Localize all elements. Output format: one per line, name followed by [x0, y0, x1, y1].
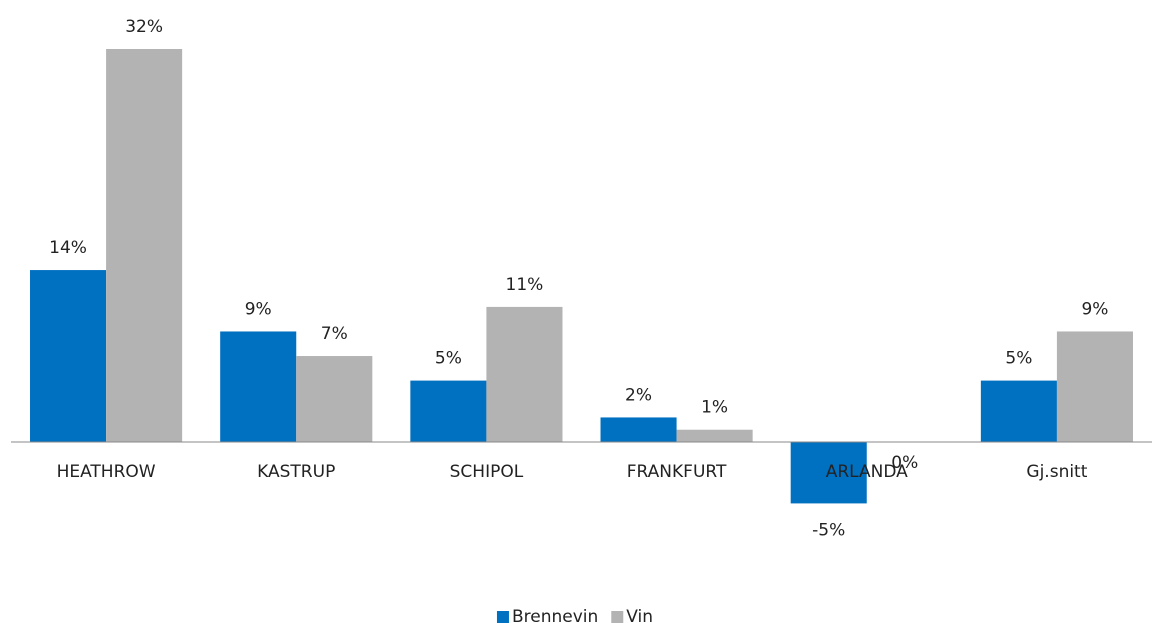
bar [296, 356, 373, 442]
bar [220, 331, 297, 442]
x-tick-label: Gj.snitt [1026, 462, 1087, 482]
data-label: 5% [1005, 349, 1032, 369]
legend-swatch [496, 611, 509, 623]
data-label: 32% [125, 17, 163, 37]
data-label: 5% [435, 349, 462, 369]
bar [486, 306, 563, 442]
data-label: 14% [49, 238, 87, 258]
legend-label: Brennevin [512, 607, 598, 623]
data-label: 9% [1081, 299, 1108, 319]
bar [790, 442, 867, 504]
data-label: 7% [321, 324, 348, 344]
x-tick-label: FRANKFURT [627, 462, 727, 482]
bar [30, 270, 107, 442]
bar [106, 49, 183, 442]
data-label: 1% [701, 398, 728, 418]
bar [600, 417, 677, 442]
bar [410, 380, 487, 442]
data-label: 0% [891, 453, 918, 473]
legend-label: Vin [626, 607, 653, 623]
x-tick-label: ARLANDA [826, 462, 908, 482]
x-tick-label: HEATHROW [57, 462, 156, 482]
legend-swatch [611, 611, 624, 623]
data-label: -5% [812, 520, 845, 540]
x-tick-label: KASTRUP [257, 462, 335, 482]
bar [980, 380, 1057, 442]
data-label: 2% [625, 385, 652, 405]
bar [1056, 331, 1133, 442]
data-label: 9% [245, 299, 272, 319]
data-label: 11% [506, 275, 544, 295]
x-tick-label: SCHIPOL [450, 462, 524, 482]
bar [676, 429, 753, 442]
